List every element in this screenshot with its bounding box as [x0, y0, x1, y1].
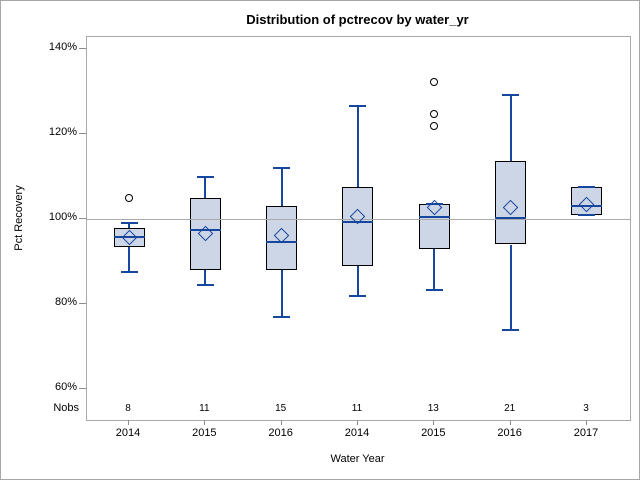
- whisker-cap-low: [425, 288, 443, 291]
- y-tick-mark: [79, 133, 86, 134]
- whisker-high-line: [509, 94, 512, 162]
- boxplot-box: [266, 206, 298, 270]
- x-tick-mark: [585, 420, 587, 425]
- x-tick-mark: [204, 420, 206, 425]
- whisker-cap-high: [502, 93, 520, 96]
- x-category-label: 2016: [268, 427, 293, 439]
- boxplot-box: [495, 161, 527, 245]
- nobs-value: 3: [583, 403, 589, 414]
- whisker-cap-low: [120, 271, 138, 274]
- y-tick-mark: [79, 218, 86, 219]
- nobs-value: 11: [351, 403, 363, 414]
- boxplot-box: [189, 197, 221, 270]
- x-tick-mark: [356, 420, 358, 425]
- outlier-point: [125, 193, 133, 202]
- outlier-point: [430, 77, 439, 86]
- outlier-point: [430, 121, 439, 130]
- y-tick-label: 140%: [48, 41, 77, 53]
- whisker-low-line: [128, 246, 130, 273]
- y-tick-mark: [79, 388, 86, 389]
- y-tick-mark: [79, 303, 86, 304]
- y-tick-label: 100%: [48, 211, 77, 223]
- nobs-value: 21: [504, 403, 516, 414]
- chart-title: Distribution of pctrecov by water_yr: [246, 12, 469, 27]
- x-category-label: 2014: [344, 427, 370, 439]
- whisker-high-line: [128, 223, 130, 228]
- x-tick-mark: [509, 420, 511, 425]
- boxplot-box: [342, 187, 374, 266]
- median-line: [113, 235, 145, 238]
- whisker-high-line: [356, 106, 359, 188]
- x-tick-mark: [128, 420, 129, 425]
- whisker-cap-high: [273, 167, 291, 169]
- nobs-value: 11: [199, 403, 210, 414]
- whisker-cap-high: [196, 175, 214, 178]
- whisker-cap-high: [578, 186, 596, 189]
- x-category-label: 2014: [115, 427, 141, 439]
- whisker-cap-high: [425, 203, 443, 206]
- x-category-label: 2016: [497, 427, 522, 439]
- x-tick-mark: [433, 420, 435, 425]
- whisker-cap-high: [349, 105, 367, 108]
- outlier-point: [430, 110, 439, 119]
- nobs-value: 13: [427, 403, 439, 414]
- nobs-value: 8: [125, 403, 131, 414]
- y-tick-label: 120%: [48, 126, 77, 138]
- whisker-high-line: [280, 168, 283, 207]
- x-tick-mark: [280, 420, 282, 425]
- median-line: [342, 220, 374, 223]
- boxplot-box: [418, 204, 450, 249]
- y-tick-mark: [79, 48, 86, 49]
- whisker-low-line: [356, 265, 359, 296]
- y-axis-title: Pct Recovery: [13, 185, 25, 251]
- x-category-label: 2015: [192, 427, 217, 439]
- y-tick-label: 80%: [54, 296, 77, 308]
- median-line: [418, 216, 450, 219]
- whisker-cap-low: [502, 328, 520, 331]
- median-line: [571, 204, 603, 207]
- whisker-low-line: [204, 270, 207, 285]
- plot-area: [86, 36, 631, 421]
- nobs-row-label: Nobs: [53, 402, 79, 414]
- x-axis-title: Water Year: [330, 453, 385, 465]
- whisker-cap-high: [120, 222, 138, 225]
- whisker-low-line: [433, 248, 436, 290]
- median-line: [495, 217, 527, 220]
- median-line: [189, 228, 221, 231]
- grid-reference-line: [87, 219, 630, 220]
- whisker-cap-low: [578, 214, 596, 217]
- whisker-cap-low: [349, 294, 367, 297]
- x-category-label: 2015: [421, 427, 446, 439]
- nobs-value: 15: [275, 403, 287, 414]
- whisker-low-line: [280, 270, 283, 317]
- whisker-cap-low: [196, 283, 214, 286]
- median-line: [266, 241, 298, 244]
- whisker-cap-low: [273, 315, 291, 318]
- whisker-low-line: [509, 244, 512, 330]
- y-tick-label: 60%: [54, 381, 77, 393]
- whisker-high-line: [204, 176, 207, 198]
- x-category-label: 2017: [573, 427, 599, 439]
